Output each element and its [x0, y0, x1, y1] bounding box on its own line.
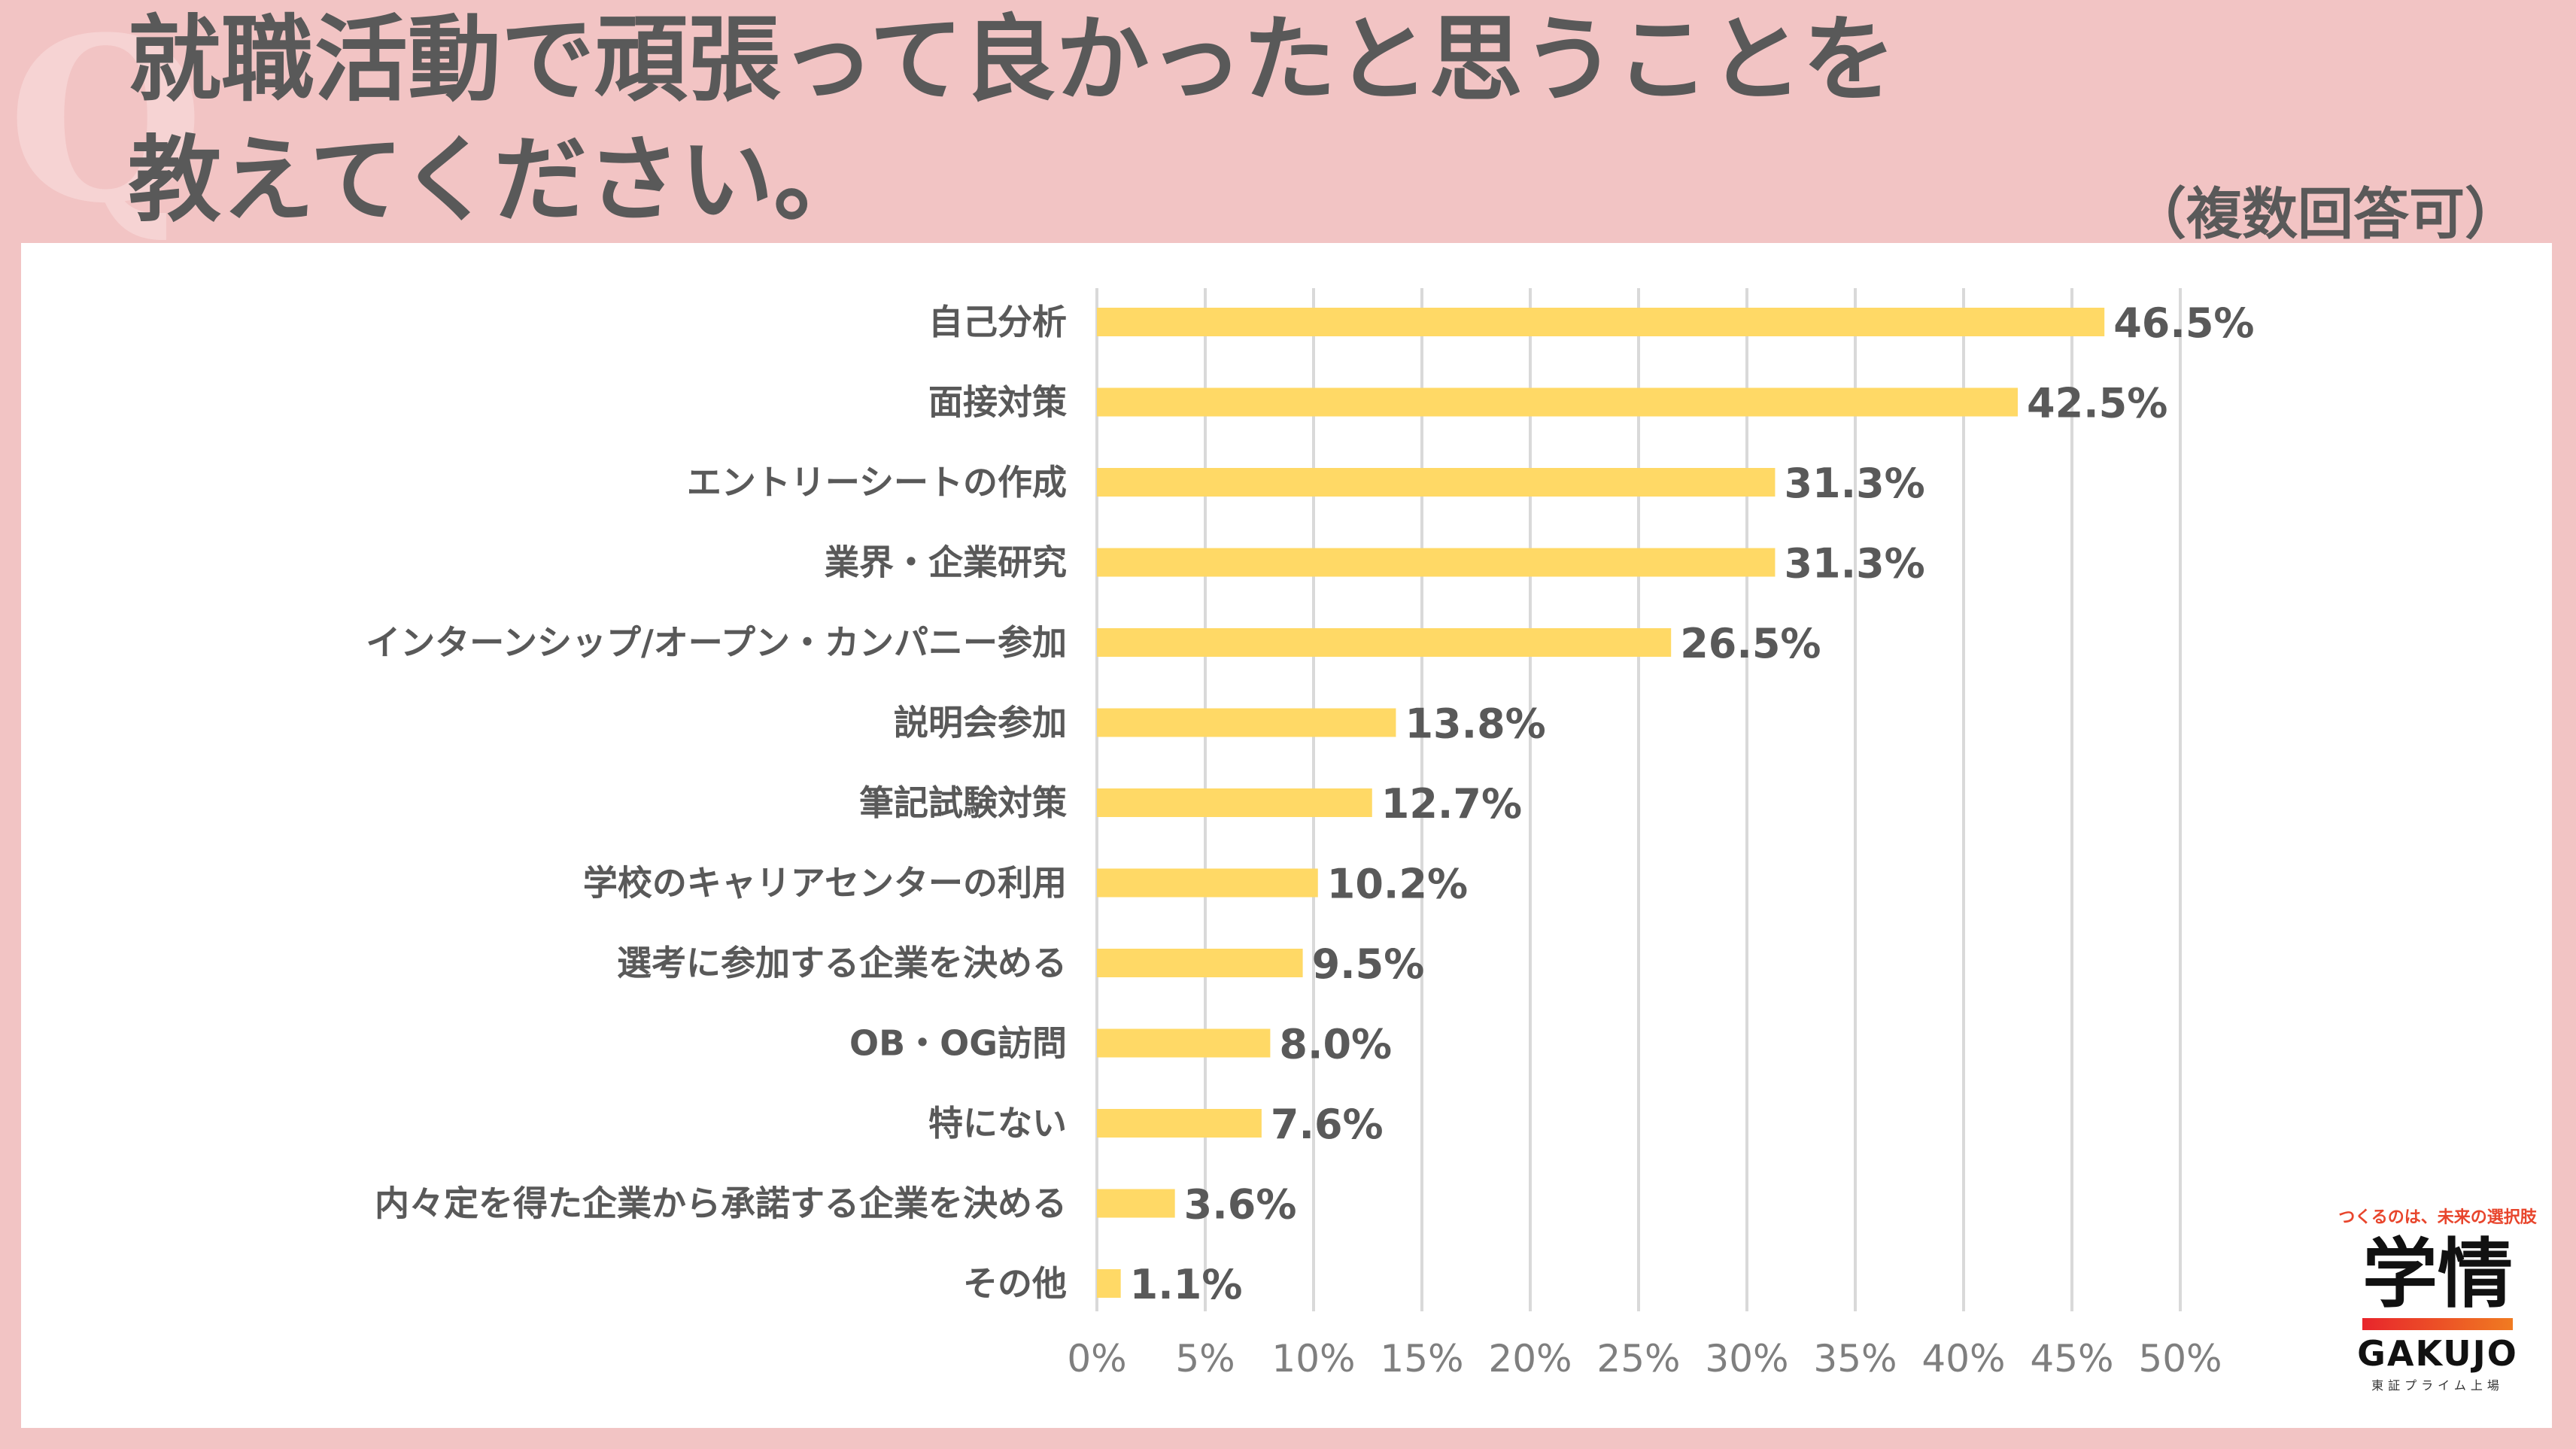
bar — [1097, 468, 1776, 497]
data-label: 13.8% — [1405, 700, 1545, 748]
category-label: 面接対策 — [928, 382, 1067, 423]
chart-panel: 0% 5% 10% 15% 20% 25% 30% 35% 40% 45% 50% 自己分析 46.5%… — [21, 243, 2552, 1428]
category-label: 特にない — [928, 1103, 1067, 1144]
gakujo-logo: つくるのは、未来の選択肢 学情 GAKUJO 東証プライム上場 — [2325, 1204, 2550, 1407]
data-label: 31.3% — [1784, 540, 1924, 588]
bar — [1097, 1189, 1175, 1218]
data-label: 1.1% — [1130, 1261, 1243, 1308]
x-tick-label: 40% — [1921, 1337, 2005, 1381]
category-label: その他 — [963, 1263, 1067, 1304]
category-label: OB・OG訪問 — [849, 1023, 1067, 1064]
x-tick-label: 10% — [1271, 1337, 1355, 1381]
x-tick-label: 50% — [2138, 1337, 2222, 1381]
category-label: 筆記試験対策 — [859, 782, 1067, 823]
x-tick-label: 0% — [1067, 1337, 1126, 1381]
bar — [1097, 949, 1303, 977]
brand-listing: 東証プライム上場 — [2371, 1378, 2504, 1393]
multiple-answers-note: （複数回答可） — [2131, 182, 2520, 247]
bar — [1097, 628, 1672, 657]
x-tick-label: 25% — [1596, 1337, 1680, 1381]
data-label: 8.0% — [1279, 1021, 1392, 1068]
bar — [1097, 868, 1318, 898]
x-tick-label: 30% — [1705, 1337, 1788, 1381]
x-tick-label: 15% — [1380, 1337, 1463, 1381]
bar — [1097, 1028, 1271, 1058]
bar — [1097, 788, 1372, 817]
data-label: 31.3% — [1784, 460, 1924, 507]
brand-color-bar — [2362, 1318, 2513, 1330]
category-label: 学校のキャリアセンターの利用 — [583, 863, 1067, 904]
bar — [1097, 308, 2105, 336]
bar-chart: 0% 5% 10% 15% 20% 25% 30% 35% 40% 45% 50% 自己分析 46.5%… — [366, 288, 2255, 1381]
x-tick-label: 35% — [1813, 1337, 1897, 1381]
data-label: 10.2% — [1327, 861, 1468, 908]
category-label: 業界・企業研究 — [825, 542, 1067, 583]
bar — [1097, 708, 1396, 737]
bar — [1097, 548, 1776, 577]
data-label: 46.5% — [2113, 299, 2254, 347]
data-label: 42.5% — [2027, 380, 2167, 427]
category-label: 説明会参加 — [894, 703, 1067, 743]
page-title: 就職活動で頑張って良かったと思うことを 教えてください。 — [128, 6, 1896, 235]
x-tick-label: 5% — [1175, 1337, 1235, 1381]
bar — [1097, 387, 2018, 417]
category-label: 選考に参加する企業を決める — [617, 943, 1067, 983]
data-label: 7.6% — [1271, 1101, 1384, 1148]
question-q-mark: Q — [8, 0, 205, 253]
data-label: 9.5% — [1312, 940, 1425, 988]
category-label: インターンシップ/オープン・カンパニー参加 — [366, 622, 1067, 663]
brand-name: GAKUJO — [2357, 1333, 2518, 1374]
data-label: 12.7% — [1381, 780, 1522, 828]
x-tick-label: 45% — [2030, 1337, 2113, 1381]
brand-mark: 学情 — [2362, 1230, 2513, 1318]
bar — [1097, 1109, 1262, 1138]
data-label: 3.6% — [1184, 1181, 1297, 1229]
category-label: 内々定を得た企業から承諾する企業を決める — [375, 1183, 1067, 1224]
category-label: 自己分析 — [928, 302, 1067, 342]
brand-tagline: つくるのは、未来の選択肢 — [2338, 1208, 2537, 1227]
category-label: エントリーシートの作成 — [687, 462, 1067, 503]
bar — [1097, 1269, 1121, 1298]
x-tick-label: 20% — [1488, 1337, 1572, 1381]
data-label: 26.5% — [1680, 620, 1821, 667]
